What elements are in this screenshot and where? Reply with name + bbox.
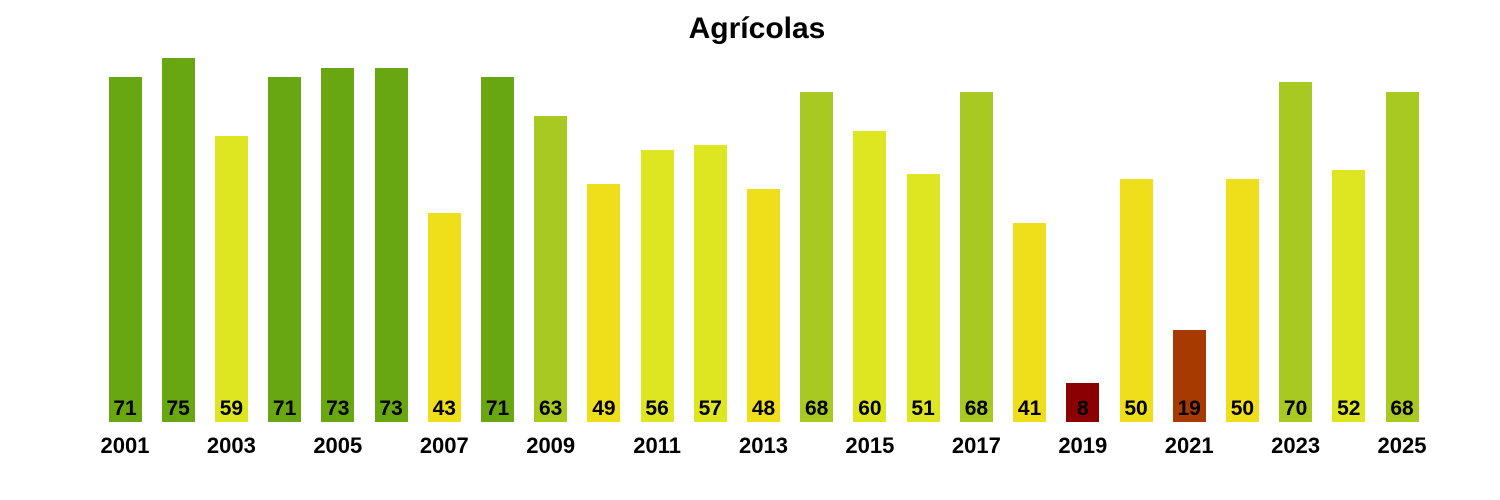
bar-2020: 50 (1119, 179, 1153, 422)
bar-value-label: 71 (272, 397, 297, 420)
bar-value-label: 71 (113, 397, 137, 420)
chart-title: Agrícolas (688, 12, 826, 45)
bar-2005: 73 (321, 68, 355, 422)
x-axis-label-2011: 2011 (633, 433, 681, 458)
bar-2022: 50 (1225, 179, 1259, 422)
bar-value-label: 59 (219, 397, 244, 420)
bar-value-label: 50 (1124, 397, 1148, 420)
bar-2015: 60 (853, 131, 887, 422)
bar-2010: 49 (587, 184, 621, 422)
bar-value-label: 19 (1177, 397, 1201, 420)
bar-value-label: 68 (964, 397, 989, 420)
bar-2023: 70 (1279, 82, 1313, 422)
bar-value-label: 43 (432, 397, 456, 420)
bar-value-label: 71 (485, 397, 510, 420)
bar-2012: 57 (693, 145, 727, 422)
bar-value-label: 68 (805, 397, 829, 420)
bar-2006: 73 (374, 68, 408, 422)
bar-2024: 52 (1332, 170, 1366, 422)
bar-value-label: 73 (379, 397, 403, 420)
x-axis-label-2005: 2005 (313, 433, 363, 458)
bar-2009: 63 (534, 116, 568, 422)
bar-value-label: 63 (539, 397, 563, 420)
x-axis-label-2003: 2003 (206, 433, 256, 458)
x-axis-label-2019: 2019 (1058, 433, 1108, 458)
bar-2002: 75 (161, 58, 195, 422)
x-axis-label-2013: 2013 (739, 433, 788, 458)
x-axis-label-2009: 2009 (526, 433, 576, 458)
bar-2001: 71 (108, 77, 142, 422)
bar-2007: 43 (427, 213, 461, 422)
bar-value-label: 50 (1230, 397, 1255, 420)
x-axis-label-2021: 2021 (1164, 433, 1214, 458)
x-axis-label-2017: 2017 (951, 433, 1001, 458)
bar-value-label: 52 (1337, 397, 1361, 420)
bar-2003: 59 (214, 136, 248, 422)
bar-value-label: 60 (858, 397, 882, 420)
bar-value-label: 68 (1390, 397, 1414, 420)
x-axis-label-2001: 2001 (100, 433, 150, 458)
bar-value-label: 41 (1017, 397, 1042, 420)
bar-value-label: 49 (592, 397, 616, 420)
x-axis-label-2015: 2015 (845, 433, 895, 458)
bar-2008: 71 (481, 77, 514, 422)
bar-2014: 68 (800, 92, 834, 422)
bar-2004: 71 (268, 77, 302, 422)
bar-value-label: 57 (698, 397, 722, 420)
bar-2019: 8 (1066, 383, 1100, 422)
bar-value-label: 51 (911, 397, 935, 420)
bar-2017: 68 (959, 92, 993, 422)
x-axis-label-2023: 2023 (1271, 433, 1321, 458)
x-axis-label-2025: 2025 (1377, 433, 1427, 458)
bar-2018: 41 (1013, 223, 1047, 422)
bar-value-label: 56 (645, 397, 669, 420)
bar-2013: 48 (747, 189, 780, 422)
bar-2021: 19 (1172, 330, 1206, 422)
bar-value-label: 75 (166, 397, 190, 420)
bar-2025: 68 (1385, 92, 1419, 422)
bar-value-label: 48 (751, 397, 776, 420)
bar-2016: 51 (906, 174, 940, 422)
bar-2011: 56 (640, 150, 674, 422)
x-axis-label-2007: 2007 (419, 433, 469, 458)
bar-value-label: 8 (1076, 397, 1089, 420)
bar-value-label: 73 (326, 397, 350, 420)
bar-value-label: 70 (1283, 397, 1308, 420)
